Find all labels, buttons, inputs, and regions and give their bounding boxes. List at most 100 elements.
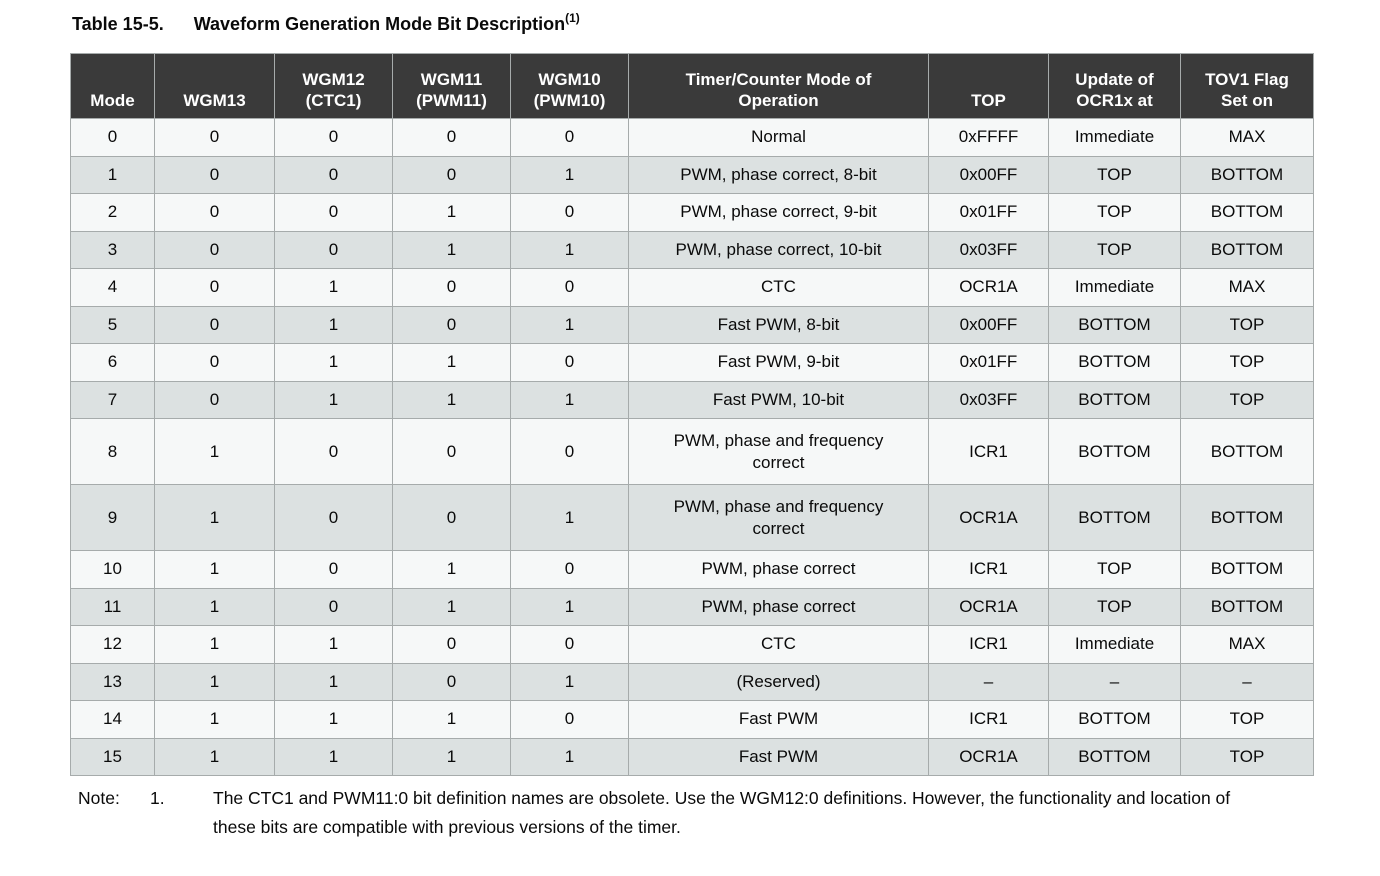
table-cell: BOTTOM bbox=[1180, 155, 1314, 194]
table-cell: 0 bbox=[510, 268, 629, 307]
table-cell: 0 bbox=[274, 484, 393, 551]
table-cell: 1 bbox=[510, 484, 629, 551]
table-cell: 1 bbox=[510, 230, 629, 269]
table-cell: 0 bbox=[274, 193, 393, 232]
table-cell: BOTTOM bbox=[1048, 737, 1181, 776]
table-cell: ICR1 bbox=[928, 625, 1049, 664]
table-cell: BOTTOM bbox=[1048, 418, 1181, 485]
footnote-reference: (1) bbox=[565, 11, 580, 25]
table-cell: 7 bbox=[70, 380, 155, 419]
table-cell: 1 bbox=[274, 737, 393, 776]
table-row: 1 0 0 0 1 PWM, phase correct, 8-bit 0x00FF TOP B… bbox=[70, 155, 1314, 194]
column-header: TOV1 Flag Set on bbox=[1180, 53, 1314, 119]
table-cell: PWM, phase correct, 10-bit bbox=[628, 230, 929, 269]
table-cell: 1 bbox=[392, 550, 511, 589]
table-cell: BOTTOM bbox=[1048, 700, 1181, 739]
table-cell: PWM, phase correct bbox=[628, 587, 929, 626]
table-cell: 0 bbox=[510, 418, 629, 485]
table-cell: 0 bbox=[392, 305, 511, 344]
table-cell: 0 bbox=[510, 550, 629, 589]
table-cell: TOP bbox=[1048, 155, 1181, 194]
table-cell: – bbox=[1180, 662, 1314, 701]
table-cell: 0 bbox=[510, 343, 629, 382]
table-cell: – bbox=[928, 662, 1049, 701]
table-title: Table 15-5. Waveform Generation Mode Bit … bbox=[72, 11, 580, 35]
table-cell: ICR1 bbox=[928, 550, 1049, 589]
table-cell: BOTTOM bbox=[1180, 230, 1314, 269]
table-row: 12 1 1 0 0 CTC ICR1 Immediate MAX bbox=[70, 625, 1314, 664]
table-cell: 11 bbox=[70, 587, 155, 626]
table-cell: 1 bbox=[510, 587, 629, 626]
table-cell: 15 bbox=[70, 737, 155, 776]
table-cell: (Reserved) bbox=[628, 662, 929, 701]
table-note: Note: 1. The CTC1 and PWM11:0 bit defini… bbox=[78, 784, 1261, 842]
table-cell: BOTTOM bbox=[1180, 193, 1314, 232]
table-cell: OCR1A bbox=[928, 737, 1049, 776]
table-cell: MAX bbox=[1180, 118, 1314, 157]
table-row: 8 1 0 0 0 PWM, phase and frequency correct ICR… bbox=[70, 418, 1314, 485]
table-cell: 0x03FF bbox=[928, 230, 1049, 269]
column-header: WGM11 (PWM11) bbox=[392, 53, 511, 119]
table-cell: 0 bbox=[274, 118, 393, 157]
table-cell: BOTTOM bbox=[1048, 343, 1181, 382]
table-cell: 0 bbox=[274, 418, 393, 485]
table-row: 13 1 1 0 1 (Reserved) – – – bbox=[70, 662, 1314, 701]
table-cell: 0 bbox=[510, 193, 629, 232]
table-cell: BOTTOM bbox=[1048, 484, 1181, 551]
table-row: 10 1 0 1 0 PWM, phase correct ICR1 TOP BOTTOM bbox=[70, 550, 1314, 589]
table-cell: Immediate bbox=[1048, 268, 1181, 307]
table-cell: Fast PWM, 8-bit bbox=[628, 305, 929, 344]
table-cell: 0 bbox=[154, 343, 275, 382]
table-cell: PWM, phase correct, 8-bit bbox=[628, 155, 929, 194]
table-cell: 0 bbox=[154, 230, 275, 269]
table-cell: MAX bbox=[1180, 268, 1314, 307]
table-cell: 1 bbox=[274, 380, 393, 419]
column-header: TOP bbox=[928, 53, 1049, 119]
table-cell: 0x01FF bbox=[928, 343, 1049, 382]
table-cell: MAX bbox=[1180, 625, 1314, 664]
table-cell: 1 bbox=[154, 737, 275, 776]
table-cell: 1 bbox=[274, 305, 393, 344]
table-cell: 1 bbox=[392, 380, 511, 419]
table-cell: Fast PWM bbox=[628, 700, 929, 739]
table-cell: Fast PWM, 10-bit bbox=[628, 380, 929, 419]
table-cell: 0 bbox=[392, 484, 511, 551]
table-cell: 0 bbox=[392, 155, 511, 194]
table-cell: 5 bbox=[70, 305, 155, 344]
table-row: 9 1 0 0 1 PWM, phase and frequency correct OCR… bbox=[70, 484, 1314, 551]
table-cell: 1 bbox=[154, 550, 275, 589]
table-cell: 0 bbox=[510, 700, 629, 739]
table-cell: PWM, phase and frequency correct bbox=[628, 484, 929, 551]
table-cell: BOTTOM bbox=[1180, 587, 1314, 626]
table-cell: 0 bbox=[510, 118, 629, 157]
table-cell: CTC bbox=[628, 268, 929, 307]
table-cell: PWM, phase correct bbox=[628, 550, 929, 589]
table-cell: 0 bbox=[154, 155, 275, 194]
table-row: 2 0 0 1 0 PWM, phase correct, 9-bit 0x01FF TOP B… bbox=[70, 193, 1314, 232]
table-cell: 0 bbox=[274, 155, 393, 194]
table-cell: CTC bbox=[628, 625, 929, 664]
table-cell: 0 bbox=[392, 662, 511, 701]
table-cell: BOTTOM bbox=[1180, 418, 1314, 485]
table-cell: 0x03FF bbox=[928, 380, 1049, 419]
table-cell: 1 bbox=[154, 418, 275, 485]
table-cell: 1 bbox=[392, 737, 511, 776]
note-label: Note: bbox=[78, 788, 120, 808]
table-cell: 14 bbox=[70, 700, 155, 739]
table-cell: PWM, phase correct, 9-bit bbox=[628, 193, 929, 232]
table-cell: 0 bbox=[274, 550, 393, 589]
table-cell: 1 bbox=[510, 380, 629, 419]
table-row: 0 0 0 0 0 Normal 0xFFFF Immediate MAX bbox=[70, 118, 1314, 157]
table-cell: Normal bbox=[628, 118, 929, 157]
table-cell: 1 bbox=[154, 662, 275, 701]
table-cell: ICR1 bbox=[928, 418, 1049, 485]
table-cell: 0 bbox=[154, 305, 275, 344]
table-cell: 0 bbox=[392, 418, 511, 485]
table-row: 7 0 1 1 1 Fast PWM, 10-bit 0x03FF BOTTOM TOP bbox=[70, 380, 1314, 419]
table-row: 11 1 0 1 1 PWM, phase correct OCR1A TOP BOTTOM bbox=[70, 587, 1314, 626]
table-cell: 8 bbox=[70, 418, 155, 485]
table-cell: 0 bbox=[510, 625, 629, 664]
table-cell: TOP bbox=[1180, 380, 1314, 419]
table-cell: 0 bbox=[154, 118, 275, 157]
table-cell: 0 bbox=[274, 230, 393, 269]
